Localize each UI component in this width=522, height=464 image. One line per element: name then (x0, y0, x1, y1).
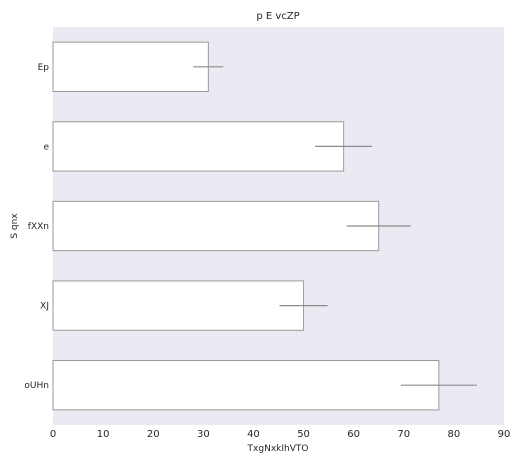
x-tick-label: 30 (197, 429, 210, 440)
x-axis-ticks: 0 10 20 30 40 50 60 70 80 90 (50, 429, 511, 440)
bar-fXXn (52, 200, 380, 252)
x-tick-label: 80 (448, 429, 461, 440)
x-tick-label: 70 (397, 429, 410, 440)
y-tick-label: Ep (38, 63, 50, 73)
bar-XJ (52, 280, 305, 331)
x-tick-label: 50 (297, 429, 310, 440)
x-tick-label: 90 (498, 429, 511, 440)
chart-title: p E vcZP (256, 11, 299, 22)
x-tick-label: 20 (147, 429, 160, 440)
x-tick-label: 0 (50, 429, 56, 440)
error-bars-layer (193, 66, 477, 386)
bars-layer (52, 41, 440, 411)
y-axis-ticks: Ep e fXXn XJ oUHn (24, 63, 49, 391)
x-tick-label: 40 (247, 429, 260, 440)
y-axis-label: S qnx (10, 213, 20, 239)
y-tick-label: XJ (40, 302, 49, 312)
y-tick-label: fXXn (28, 222, 49, 232)
bar-Ep (52, 41, 209, 92)
bar-e (52, 121, 345, 172)
x-tick-label: 60 (347, 429, 360, 440)
y-tick-label: e (43, 142, 49, 152)
bar-oUHn (52, 360, 440, 411)
x-axis-label: TxgNxkIhVTO (247, 444, 309, 454)
x-tick-label: 10 (97, 429, 110, 440)
y-tick-label: oUHn (24, 381, 49, 391)
